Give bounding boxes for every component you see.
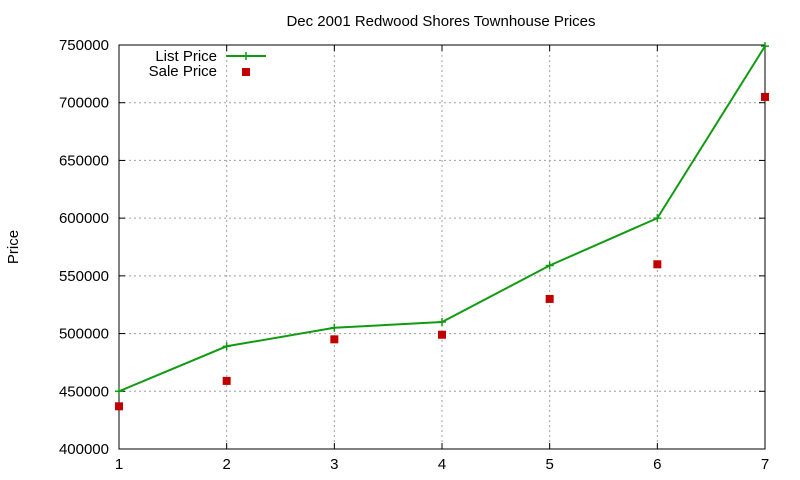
data-series [115, 42, 769, 411]
chart-title: Dec 2001 Redwood Shores Townhouse Prices [286, 13, 595, 30]
x-tick-label: 7 [761, 456, 769, 473]
legend-label-list-price: List Price [155, 48, 217, 65]
y-tick-label: 650000 [59, 152, 109, 169]
list-price-point [222, 342, 231, 351]
sale-price-point [653, 260, 662, 269]
y-tick-label: 700000 [59, 95, 109, 112]
y-tick-label: 600000 [59, 210, 109, 227]
plot-border [118, 44, 766, 450]
axes [118, 44, 766, 450]
x-tick-label: 3 [330, 456, 338, 473]
x-tick-label: 5 [545, 456, 553, 473]
y-tick-label: 450000 [59, 383, 109, 400]
sale-price-point [330, 335, 339, 344]
x-tick-label: 4 [438, 456, 446, 473]
list-price-point [545, 261, 554, 270]
list-price-point [653, 214, 662, 223]
sale-price-point [115, 402, 123, 411]
grid-lines [119, 45, 765, 449]
x-tick-label: 1 [115, 456, 123, 473]
list-price-line [118, 45, 766, 393]
y-tick-label: 750000 [59, 37, 109, 54]
sale-price-point [761, 92, 769, 101]
legend: List Price Sale Price [149, 48, 266, 80]
y-tick-label: 400000 [59, 441, 109, 458]
list-price-point [438, 318, 446, 327]
sale-price-point [222, 376, 231, 385]
y-tick-label: 500000 [59, 326, 109, 343]
list-price-point [115, 387, 123, 396]
y-tick-labels: 400000 450000 500000 550000 600000 650000 7000… [59, 37, 109, 458]
x-tick-label: 2 [222, 456, 230, 473]
x-tick-label: 6 [653, 456, 661, 473]
sale-price-point [545, 294, 554, 303]
legend-marker-list-price [242, 52, 250, 60]
x-tick-labels: 1 2 3 4 5 6 7 [115, 456, 769, 473]
sale-price-point [438, 330, 446, 339]
y-tick-label: 550000 [59, 268, 109, 285]
legend-label-sale-price: Sale Price [149, 63, 217, 80]
list-price-point [761, 42, 769, 51]
y-axis-label: Price [5, 230, 22, 264]
legend-marker-sale-price [242, 68, 250, 76]
list-price-point [330, 323, 339, 332]
